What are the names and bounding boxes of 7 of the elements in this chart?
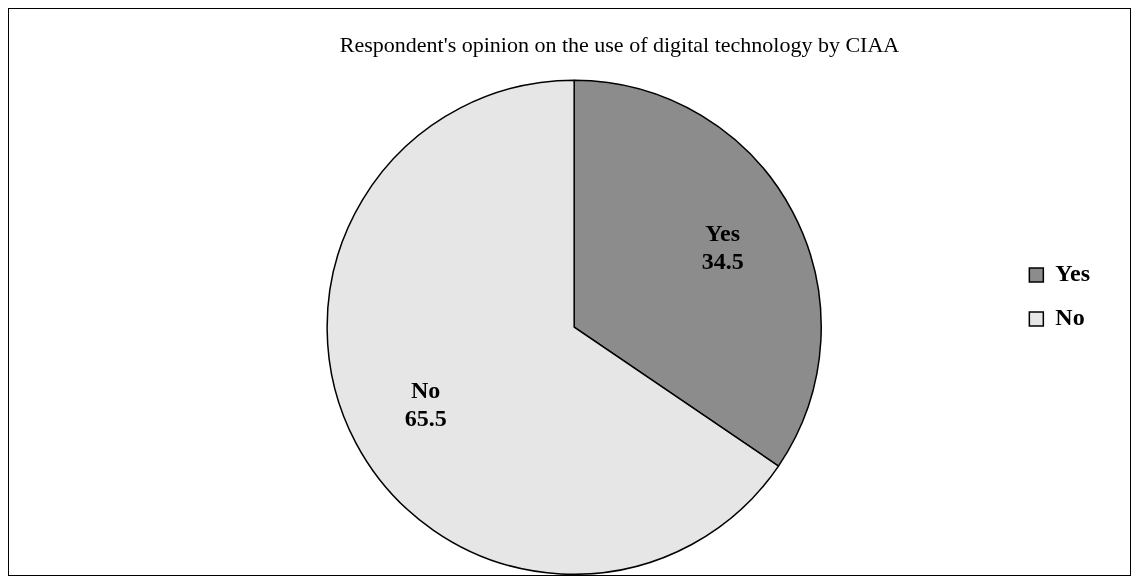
slice-label: Yes xyxy=(705,219,740,246)
chart-title: Respondent's opinion on the use of digital technology by CIAA xyxy=(339,31,900,57)
legend-label: Yes xyxy=(1055,260,1091,287)
slice-label: No xyxy=(411,377,441,404)
legend-label: No xyxy=(1055,304,1085,331)
data-label: 34.5 xyxy=(701,247,744,274)
data-label: 65.5 xyxy=(404,405,447,432)
